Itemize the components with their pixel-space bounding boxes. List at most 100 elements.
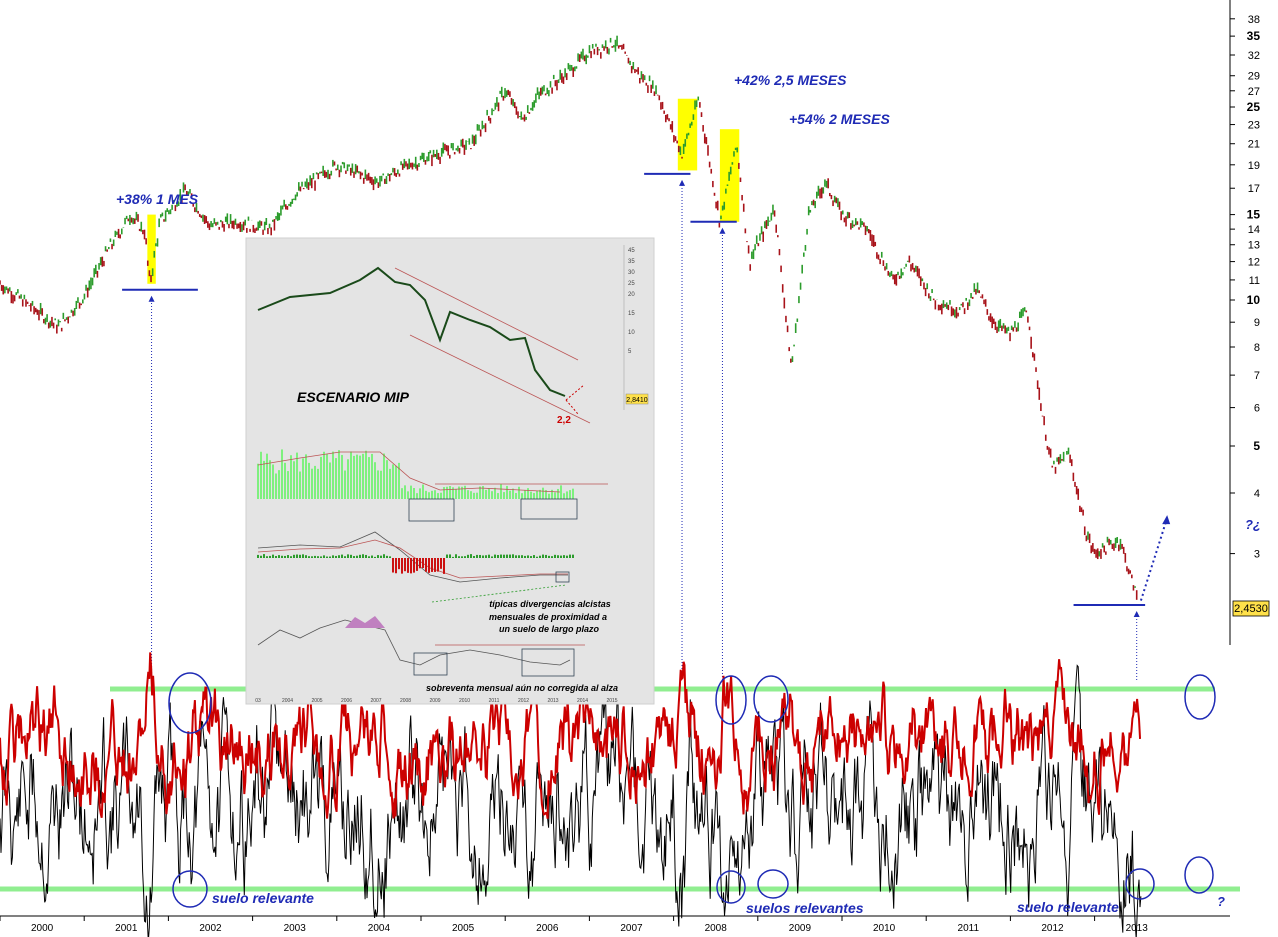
price-tick-label: 23: [1248, 120, 1260, 132]
time-tick-label: 2003: [284, 923, 307, 934]
inset-rsi-line: [257, 619, 571, 666]
annotation-suelos: suelos relevantes: [746, 900, 864, 916]
highlight-circle: [753, 675, 789, 723]
annotation-suelo-1: suelo relevante: [212, 890, 314, 906]
annotation-question: ?¿: [1245, 517, 1261, 532]
price-tick-label: 27: [1248, 86, 1260, 98]
highlight-circle: [168, 672, 212, 734]
inset-note-1: típicas divergencias alcistas: [489, 599, 611, 609]
inset-box: [520, 498, 578, 520]
arrow-head: [148, 295, 155, 302]
oscillator-series: [0, 652, 1142, 937]
price-tick-label: 12: [1248, 257, 1260, 269]
inset-tick-label: 35: [628, 259, 635, 265]
oscillator-line: [0, 652, 1141, 819]
inset-time-label: 2005: [311, 698, 322, 704]
time-tick-label: 2013: [1126, 923, 1149, 934]
inset-channel-bottom: [409, 334, 591, 424]
inset-time-label: 2014: [577, 698, 588, 704]
inset-time-label: 2007: [370, 698, 381, 704]
highlight-circle: [757, 869, 789, 899]
inset-time-label: 2013: [547, 698, 558, 704]
svg-text:2,8410: 2,8410: [626, 397, 648, 404]
svg-text:2,4530: 2,4530: [1234, 603, 1268, 615]
support-lines: [122, 172, 1146, 607]
highlight-circle: [1184, 674, 1216, 720]
inset-box: [408, 498, 455, 522]
inset-time-label: 2008: [400, 698, 411, 704]
inset-tick-label: 10: [628, 330, 635, 336]
oscillator-circles: [168, 672, 1216, 908]
inset-target-label: 2,2: [557, 415, 571, 426]
price-tick-label: 11: [1249, 275, 1260, 287]
price-tick-label: 13: [1248, 240, 1260, 252]
inset-note-2: mensuales de proximidad a: [489, 612, 607, 622]
inset-time-label: 2009: [429, 698, 440, 704]
inset-time-label: 2006: [341, 698, 352, 704]
time-tick-label: 2008: [705, 923, 728, 934]
inset-time-label: 2015: [606, 698, 617, 704]
arrow-head: [1133, 611, 1140, 618]
inset-time-label: 2004: [282, 698, 293, 704]
projection-arrow: [1139, 520, 1168, 601]
time-tick-label: 2002: [199, 923, 222, 934]
time-axis: 2000 2001 2002 2003 2004 2005 2006 2007 2008 2009…: [0, 916, 1148, 934]
price-tick-label: 8: [1254, 342, 1260, 354]
annotation-38: +38% 1 MES: [116, 191, 199, 207]
inset-time-label: 2012: [518, 698, 529, 704]
time-tick-label: 2006: [536, 923, 559, 934]
inset-content: 45 35 30 25 2015 10 5 03 2004 2005 2006 2007 2008 200…: [255, 245, 635, 704]
price-tick-label: 5: [1253, 439, 1260, 453]
last-value-label: 2,4530: [1232, 600, 1270, 617]
time-tick-label: 2000: [31, 923, 54, 934]
price-tick-label: 29: [1248, 71, 1260, 83]
annotation-54: +54% 2 MESES: [789, 111, 890, 127]
inset-note-3: un suelo de largo plazo: [499, 624, 600, 634]
time-tick-label: 2001: [115, 923, 138, 934]
inset-down-arrow: [565, 399, 579, 415]
annotation-suelo-2: suelo relevante: [1017, 899, 1119, 915]
inset-tick-label: 30: [628, 270, 635, 276]
time-tick-label: 2011: [958, 923, 980, 934]
annotation-42: +42% 2,5 MESES: [734, 72, 847, 88]
inset-volume-ma: [257, 451, 561, 493]
inset-box: [521, 648, 575, 677]
annotation-question-2: ?: [1217, 894, 1225, 909]
price-tick-label: 21: [1248, 139, 1260, 151]
price-series: [0, 35, 1138, 600]
arrow-head: [719, 227, 726, 234]
time-tick-label: 2007: [620, 923, 643, 934]
highlight-circle: [715, 675, 747, 725]
inset-tick-label: 45: [628, 248, 635, 254]
price-tick-label: 14: [1248, 224, 1260, 236]
inset-note-4: sobreventa mensual aún no corregida al a…: [426, 683, 618, 693]
inset-rsi-fill: [345, 616, 385, 628]
arrow-head: [679, 179, 686, 186]
price-tick-label: 19: [1248, 160, 1260, 172]
inset-time-label: 2010: [459, 698, 470, 704]
time-tick-label: 2005: [452, 923, 475, 934]
projection-arrow-head: [1162, 515, 1171, 525]
price-tick-label: 9: [1254, 317, 1260, 329]
time-tick-label: 2009: [789, 923, 812, 934]
inset-time-label: 2011: [489, 698, 500, 704]
oscillator-line: [0, 664, 1142, 937]
time-tick-label: 2012: [1041, 923, 1064, 934]
highlight-circle: [716, 870, 746, 904]
highlight-box: [147, 214, 156, 284]
inset-box: [555, 571, 570, 583]
inset-tick-label: 5: [628, 349, 632, 355]
highlight-circle: [1125, 868, 1155, 900]
price-tick-label: 35: [1247, 29, 1261, 43]
inset-time-label: 03: [255, 698, 261, 704]
price-tick-label: 17: [1248, 183, 1260, 195]
price-tick-label: 32: [1248, 50, 1260, 62]
inset-tick-label: 15: [628, 311, 635, 317]
inset-chart: 45 35 30 25 2015 10 5 03 2004 2005 2006 2007 2008 200…: [245, 237, 655, 705]
inset-price-line: [257, 266, 566, 397]
inset-tick-label: 25: [628, 281, 635, 287]
time-tick-label: 2010: [873, 923, 896, 934]
price-tick-label: 15: [1247, 208, 1261, 222]
time-tick-label: 2004: [368, 923, 391, 934]
